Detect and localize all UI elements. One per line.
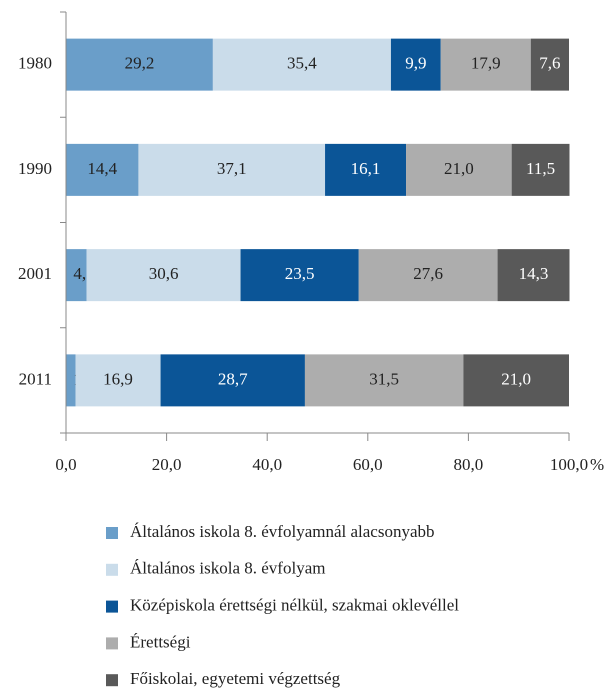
data-label: 16,9 — [103, 369, 133, 388]
data-label: 28,7 — [218, 369, 248, 388]
data-label: 14,4 — [87, 159, 117, 178]
legend-label: Főiskolai, egyetemi végzettség — [130, 669, 341, 688]
bar-segment — [390, 38, 441, 91]
legend-swatch — [106, 600, 118, 613]
bar-segment — [66, 38, 213, 91]
x-axis-unit: % — [590, 455, 604, 474]
data-label: 37,1 — [217, 159, 247, 178]
data-label: 23,5 — [285, 264, 315, 283]
data-label: 27,6 — [413, 264, 443, 283]
bar-segment — [212, 38, 391, 91]
legend-swatch — [106, 563, 118, 576]
data-label: 9,9 — [405, 54, 426, 73]
y-tick-label: 1990 — [18, 159, 52, 178]
y-tick-label: 2001 — [18, 264, 52, 283]
legend-swatch — [106, 637, 118, 650]
data-label: 21,0 — [501, 369, 531, 388]
bar-segment — [406, 143, 512, 196]
bar-segment — [66, 354, 76, 407]
data-label: 29,2 — [125, 54, 155, 73]
bar-segment — [160, 354, 305, 407]
data-label: 11,5 — [526, 159, 555, 178]
data-label: 17,9 — [471, 54, 501, 73]
bar-segment — [530, 38, 569, 91]
x-tick-label: 40,0 — [252, 455, 282, 474]
bar-segment — [66, 249, 87, 302]
legend-swatch — [106, 527, 118, 539]
bar-segment — [304, 354, 464, 407]
bar-segment — [86, 249, 241, 302]
x-tick-label: 100,0 — [550, 455, 588, 474]
x-tick-label: 60,0 — [353, 455, 383, 474]
bar-segment — [325, 143, 407, 196]
y-tick-label: 2011 — [19, 369, 52, 388]
bar-segment — [240, 249, 359, 302]
legend-label: Középiskola érettségi nélkül, szakmai ok… — [130, 596, 459, 615]
data-label: 16,1 — [351, 159, 381, 178]
data-label: 7,6 — [539, 54, 560, 73]
bar-segment — [66, 143, 139, 196]
y-tick-label: 1980 — [18, 54, 52, 73]
x-tick-label: 0,0 — [55, 455, 76, 474]
data-label: 21,0 — [444, 159, 474, 178]
data-label: 35,4 — [287, 54, 317, 73]
bar-segment — [497, 249, 570, 302]
x-tick-label: 20,0 — [152, 455, 182, 474]
data-label: 14,3 — [519, 264, 549, 283]
data-label: 30,6 — [149, 264, 179, 283]
legend-swatch — [106, 674, 118, 687]
bar-segment — [75, 354, 161, 407]
bar-segment — [511, 143, 570, 196]
bar-segment — [138, 143, 326, 196]
bar-segment — [358, 249, 498, 302]
bar-segment — [463, 354, 569, 407]
bar-segment — [440, 38, 531, 91]
legend-label: Általános iskola 8. évfolyam — [130, 559, 325, 578]
data-label: 31,5 — [369, 369, 399, 388]
x-tick-label: 80,0 — [454, 455, 484, 474]
legend-label: Érettségi — [130, 632, 191, 651]
legend-label: Általános iskola 8. évfolyamnál alacsony… — [130, 522, 435, 541]
